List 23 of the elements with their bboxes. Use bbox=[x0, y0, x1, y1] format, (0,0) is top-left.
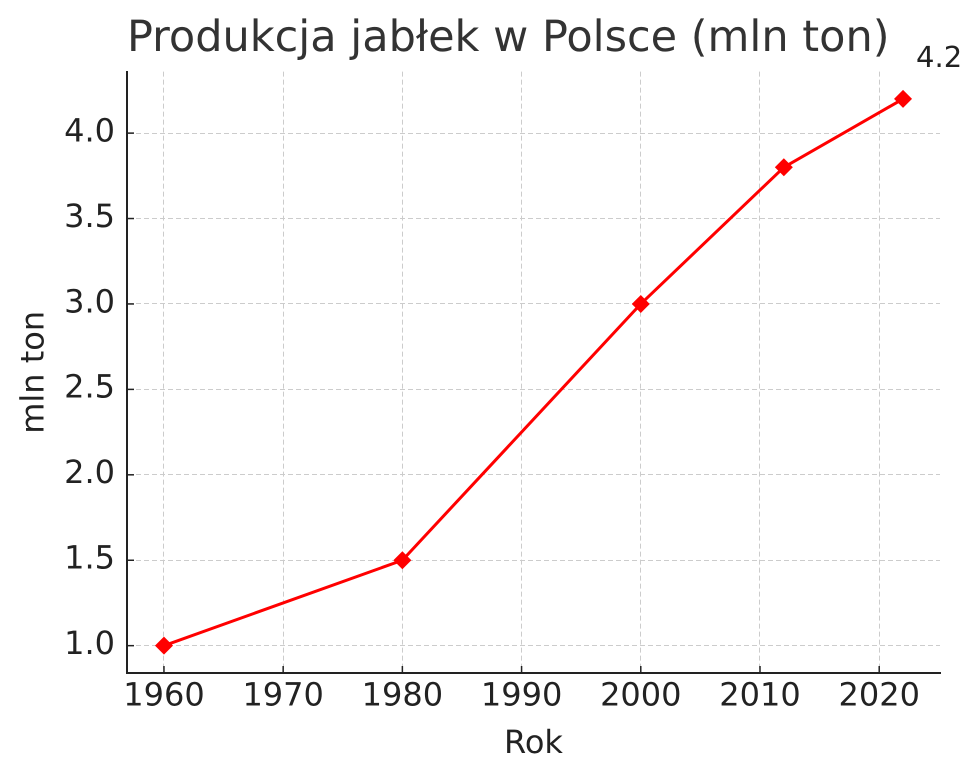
annotation: 4.2 bbox=[916, 40, 962, 74]
point bbox=[774, 158, 793, 176]
y-tick-label: 1.0 bbox=[64, 624, 115, 662]
x-tick-label: 1990 bbox=[480, 676, 562, 714]
x-tick-label: 1960 bbox=[123, 676, 205, 714]
chart-title: Produkcja jabłek w Polsce (mln ton) bbox=[127, 12, 890, 62]
y-tick-label: 3.5 bbox=[64, 196, 115, 235]
x-axis-title: Rok bbox=[504, 723, 564, 762]
y-tick-label: 2.5 bbox=[64, 368, 115, 406]
point bbox=[632, 294, 650, 313]
x-tick-label: 2010 bbox=[719, 676, 801, 714]
x-tick-label: 1980 bbox=[362, 676, 444, 714]
point bbox=[894, 90, 912, 108]
point bbox=[154, 636, 173, 655]
x-tick-label: 1970 bbox=[242, 676, 324, 714]
y-tick-label: 3.0 bbox=[64, 282, 115, 320]
y-tick-label: 1.5 bbox=[64, 538, 115, 577]
y-tick-label: 2.0 bbox=[64, 453, 115, 492]
y-tick-label: 4.0 bbox=[64, 111, 115, 150]
x-tick-label: 2020 bbox=[838, 676, 920, 714]
x-tick-label: 2000 bbox=[600, 676, 682, 714]
y-axis-title: mln ton bbox=[14, 310, 52, 434]
point bbox=[393, 551, 412, 570]
